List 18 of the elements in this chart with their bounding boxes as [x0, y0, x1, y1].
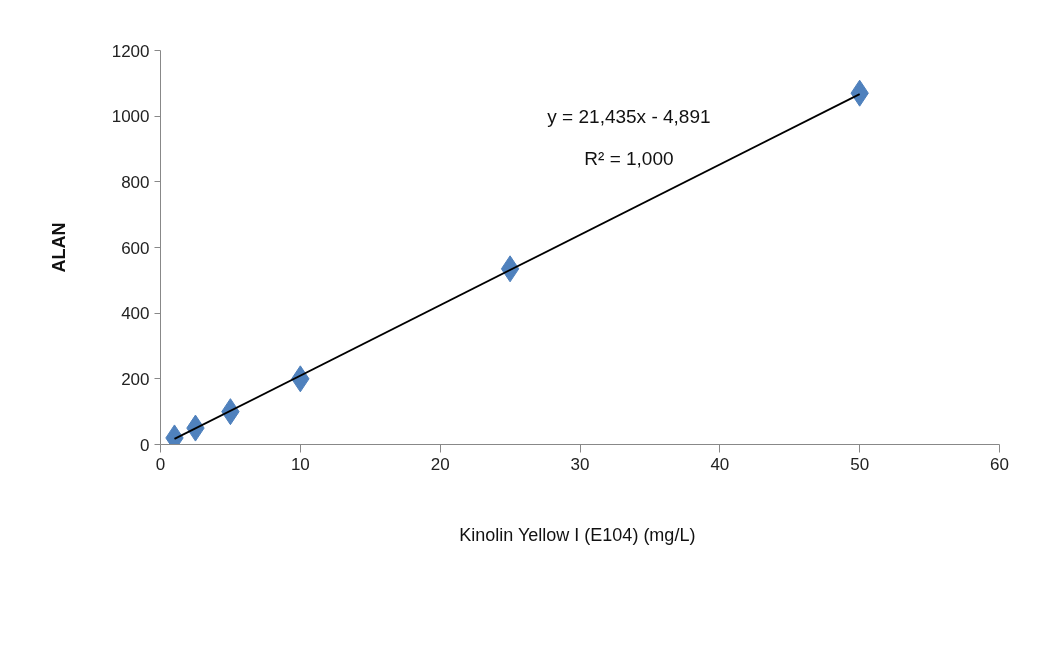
annotation: R² = 1,000 [584, 148, 674, 170]
x-tick-label: 30 [570, 454, 590, 474]
x-tick-label: 40 [710, 454, 730, 474]
y-tick-label: 600 [121, 238, 150, 258]
x-tick-label: 50 [850, 454, 870, 474]
x-axis-title: Kinolin Yellow I (E104) (mg/L) [459, 524, 696, 545]
x-tick-label: 20 [430, 454, 450, 474]
y-axis-title: ALAN [48, 222, 69, 273]
y-tick-label: 200 [121, 369, 150, 389]
y-tick-label: 0 [140, 435, 150, 455]
x-tick-label: 60 [990, 454, 1009, 474]
y-tick-label: 1200 [111, 41, 150, 61]
x-tick-label: 10 [290, 454, 310, 474]
x-tick-label: 0 [155, 454, 166, 474]
y-tick-label: 400 [121, 304, 150, 324]
annotation: y = 21,435x - 4,891 [547, 105, 711, 127]
y-tick-label: 800 [121, 172, 150, 192]
y-tick-label: 1000 [111, 107, 150, 127]
